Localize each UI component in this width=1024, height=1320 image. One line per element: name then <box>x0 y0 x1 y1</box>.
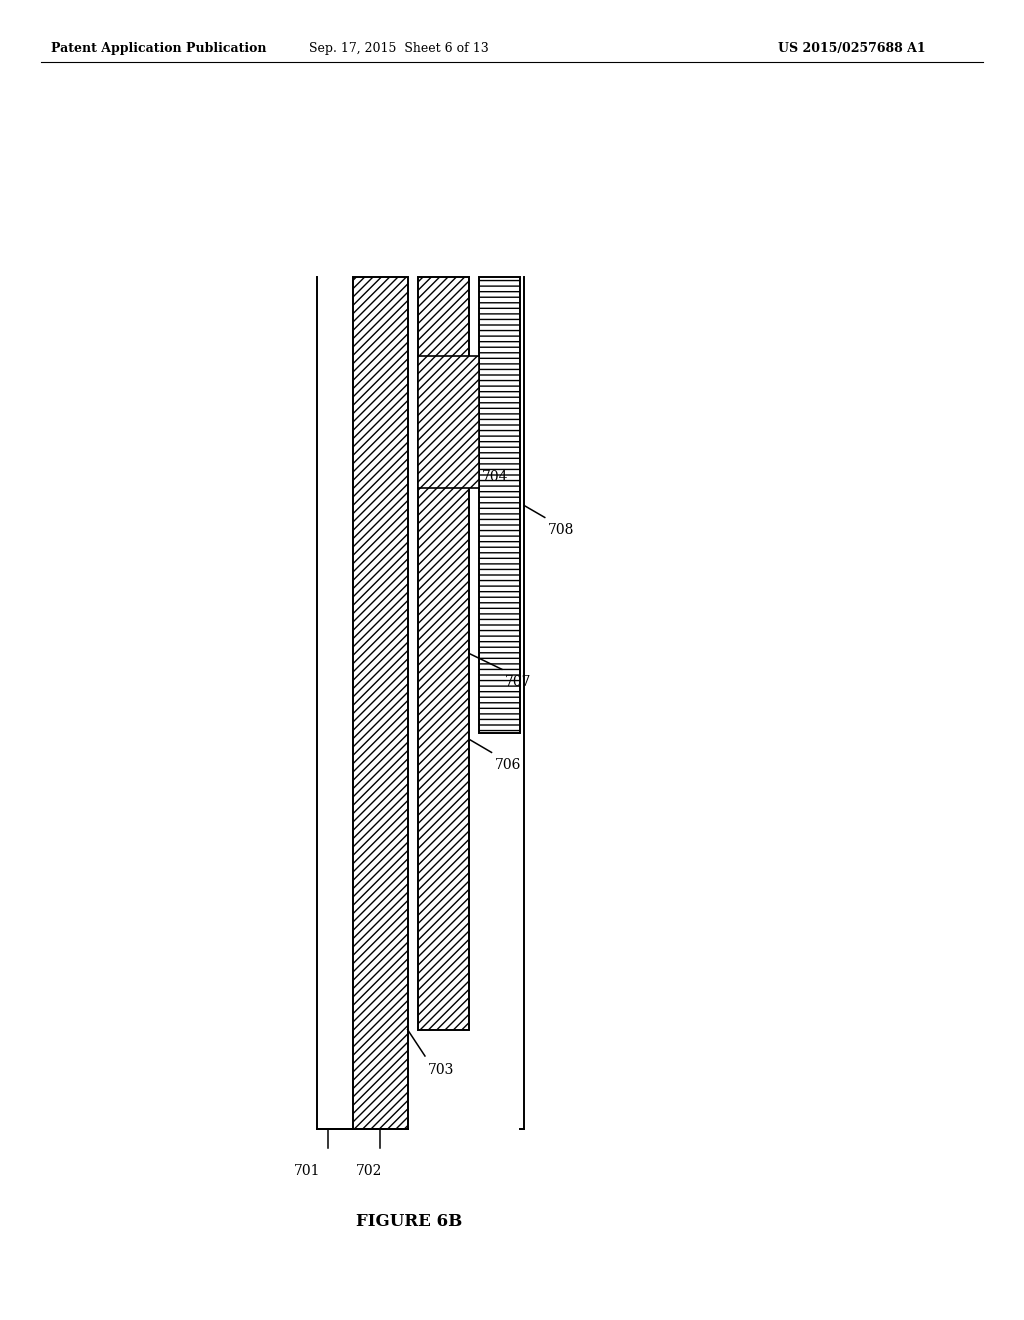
Bar <box>353 277 408 1129</box>
Text: 701: 701 <box>294 1164 321 1179</box>
Text: 702: 702 <box>355 1164 382 1179</box>
Bar <box>418 356 479 488</box>
Text: 704: 704 <box>482 470 509 484</box>
Bar <box>418 277 469 1030</box>
Text: FIGURE 6B: FIGURE 6B <box>356 1213 463 1229</box>
Text: 708: 708 <box>548 523 574 537</box>
Text: US 2015/0257688 A1: US 2015/0257688 A1 <box>778 42 926 55</box>
Text: 706: 706 <box>495 758 521 772</box>
Text: 707: 707 <box>505 675 531 689</box>
Text: Sep. 17, 2015  Sheet 6 of 13: Sep. 17, 2015 Sheet 6 of 13 <box>309 42 489 55</box>
Text: 703: 703 <box>428 1063 455 1077</box>
Text: Patent Application Publication: Patent Application Publication <box>51 42 266 55</box>
Bar <box>479 277 520 733</box>
